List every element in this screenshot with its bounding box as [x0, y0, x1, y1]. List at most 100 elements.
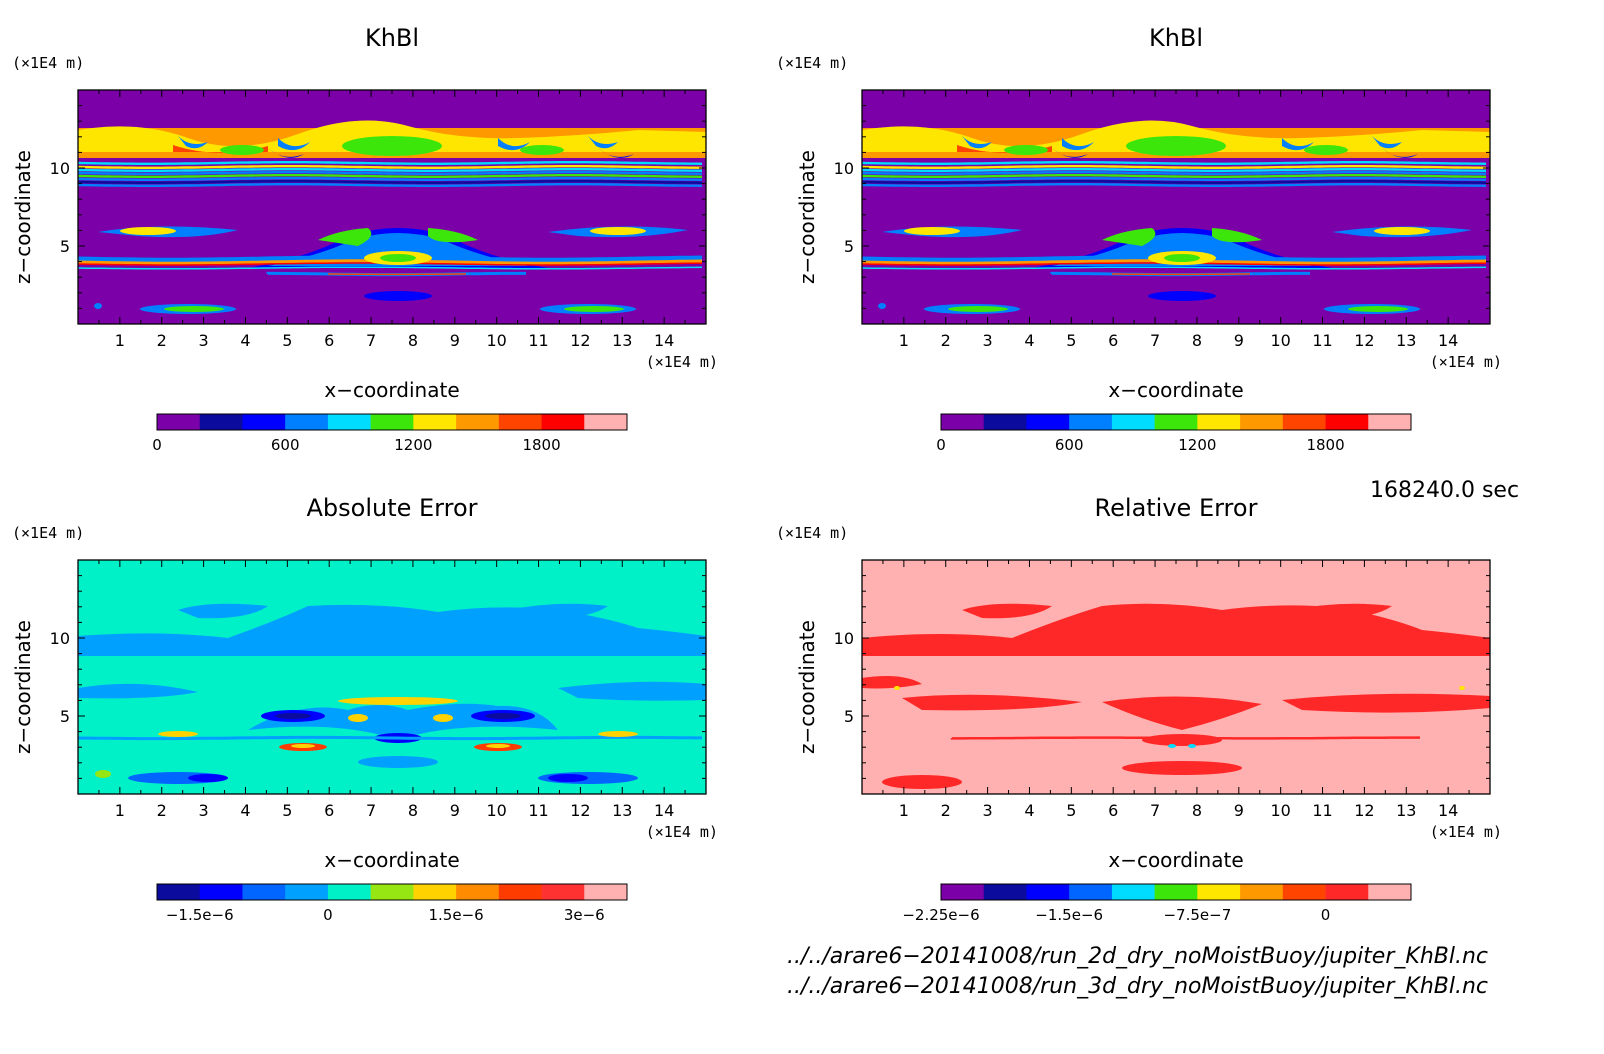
mid-band-right-core	[590, 227, 646, 235]
x-tick-label: 11	[1312, 801, 1332, 820]
colorbar-swatch	[199, 884, 243, 900]
colorbar-swatch	[1282, 414, 1326, 430]
mid-error-pos	[348, 714, 368, 722]
x-tick-label: 6	[1108, 331, 1118, 350]
x-tick-label: 10	[486, 801, 506, 820]
colorbar-swatch	[327, 884, 371, 900]
upper-layer-eddy	[588, 136, 618, 149]
colorbar-tick-label: 0	[1321, 906, 1331, 924]
upper-layer-eddy	[178, 136, 208, 149]
bottom-error-blob	[95, 770, 111, 778]
center-streak	[328, 273, 467, 276]
x-tick-label: 5	[282, 331, 292, 350]
y-axis-unit: (×1E4 m)	[12, 54, 84, 72]
colorbar-swatch	[1197, 884, 1241, 900]
x-tick-label: 3	[199, 801, 209, 820]
colorbar-tick-label: 1800	[1306, 436, 1344, 454]
colorbar-frame	[940, 883, 1412, 901]
y-axis-unit: (×1E4 m)	[776, 524, 848, 542]
x-tick-label: 14	[1438, 331, 1458, 350]
x-tick-label: 4	[240, 331, 250, 350]
stripe-band	[78, 180, 703, 184]
x-axis-label: x−coordinate	[1108, 848, 1243, 872]
contour-field	[78, 560, 706, 794]
colorbar-frame	[940, 413, 1412, 431]
x-tick-label: 9	[450, 801, 460, 820]
upper-layer-eddy	[278, 138, 310, 151]
tiny-error-spot	[1188, 744, 1196, 748]
upper-layer-eddy	[1372, 136, 1402, 149]
colorbar-tick-label: 1.5e−6	[428, 906, 483, 924]
stripe-band	[862, 177, 1487, 181]
upper-layer-green	[1004, 145, 1048, 155]
x-tick-label: 1	[115, 331, 125, 350]
colorbar-swatch	[157, 884, 201, 900]
y-tick-label: 5	[844, 707, 854, 726]
colorbar-swatch	[584, 414, 628, 430]
mid-band-right-core	[1374, 227, 1430, 235]
stripe-band	[862, 174, 1487, 178]
mid-dome-green	[428, 228, 478, 243]
x-tick-label: 1	[899, 331, 909, 350]
x-tick-label: 13	[612, 331, 632, 350]
bottom-error-blob	[358, 756, 438, 768]
colorbar-tick-label: 3e−6	[564, 906, 605, 924]
colorbar-swatch	[242, 884, 286, 900]
stripe-band	[862, 180, 1487, 184]
upper-layer-green	[520, 145, 564, 155]
colorbar-swatch	[498, 414, 542, 430]
stripe-band	[78, 177, 703, 181]
x-tick-label: 12	[1354, 331, 1374, 350]
colorbar-frame	[156, 883, 628, 901]
x-tick-label: 11	[528, 801, 548, 820]
colorbar-swatch	[1368, 414, 1412, 430]
mid-dome-green	[1102, 228, 1156, 246]
bottom-blob	[1148, 291, 1216, 301]
x-tick-label: 8	[1192, 331, 1202, 350]
colorbar-swatch	[413, 414, 457, 430]
lower-stripe-band	[78, 266, 703, 270]
lower-error-pos-core	[291, 744, 315, 748]
x-tick-label: 2	[941, 331, 951, 350]
colorbar-swatch	[370, 884, 414, 900]
mid-error-pos	[433, 714, 453, 722]
colorbar-tick-label: 600	[1055, 436, 1084, 454]
colorbar-tick-label: −7.5e−7	[1163, 906, 1231, 924]
bottom-blob	[364, 291, 432, 301]
x-tick-label: 9	[1234, 331, 1244, 350]
colorbar-swatch	[242, 414, 286, 430]
colorbar-tick-label: 0	[152, 436, 162, 454]
bottom-error-blob	[548, 774, 588, 782]
colorbar-swatch	[1368, 884, 1412, 900]
x-tick-label: 12	[570, 801, 590, 820]
colorbar-swatch	[285, 414, 329, 430]
x-tick-label: 10	[1270, 331, 1290, 350]
x-axis-label: x−coordinate	[1108, 378, 1243, 402]
colorbar-swatch	[1026, 414, 1070, 430]
x-tick-label: 9	[450, 331, 460, 350]
bottom-blob-core	[164, 306, 224, 312]
bottom-blob-core	[1348, 306, 1408, 312]
colorbar-tick-label: 1200	[1178, 436, 1216, 454]
stripe-band	[862, 171, 1487, 175]
colorbar-swatch	[1325, 884, 1369, 900]
x-tick-label: 2	[157, 331, 167, 350]
x-tick-label: 11	[528, 331, 548, 350]
x-tick-label: 6	[324, 331, 334, 350]
chart-title: KhBl	[1149, 24, 1203, 52]
mid-band-left-core	[904, 227, 960, 235]
bottom-error-blob	[188, 774, 228, 782]
upper-layer-eddy	[1062, 138, 1094, 151]
y-axis-label: z−coordinate	[795, 150, 819, 284]
x-tick-label: 7	[366, 801, 376, 820]
colorbar-tick-label: −1.5e−6	[166, 906, 234, 924]
x-tick-label: 1	[899, 801, 909, 820]
x-tick-label: 7	[1150, 331, 1160, 350]
colorbar-swatch	[1111, 414, 1155, 430]
x-tick-label: 5	[1066, 331, 1076, 350]
colorbar-swatch	[1282, 884, 1326, 900]
colorbar-tick-label: 1200	[394, 436, 432, 454]
mid-error-blob	[558, 681, 706, 701]
y-axis-unit: (×1E4 m)	[776, 54, 848, 72]
